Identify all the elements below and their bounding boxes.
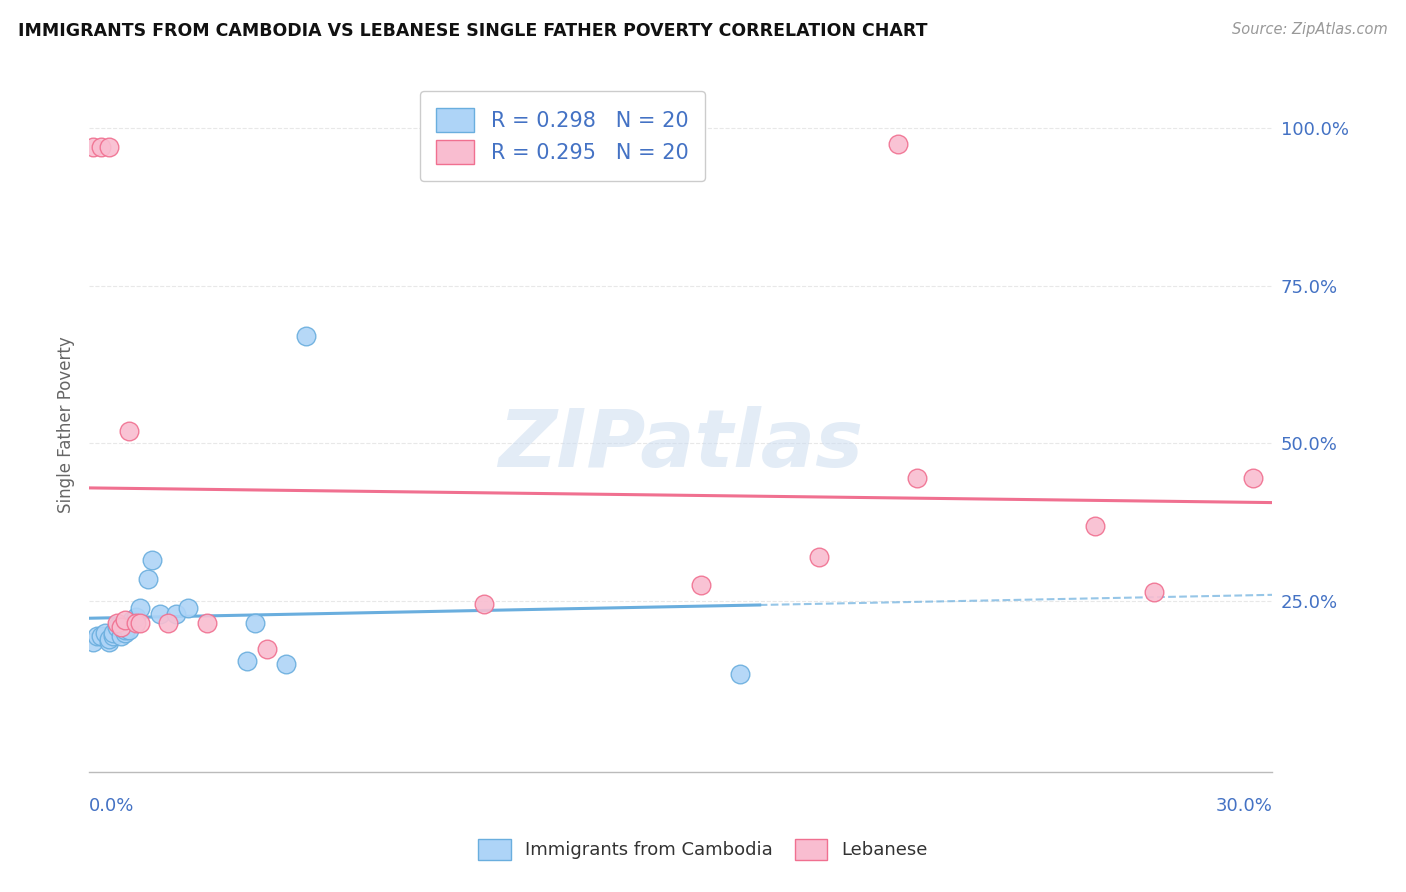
- Point: [236, 654, 259, 668]
- Point: [101, 625, 124, 640]
- Point: [105, 619, 128, 633]
- Point: [82, 140, 104, 154]
- Text: Source: ZipAtlas.com: Source: ZipAtlas.com: [1232, 22, 1388, 37]
- Legend: R = 0.298   N = 20, R = 0.295   N = 20: R = 0.298 N = 20, R = 0.295 N = 20: [420, 91, 704, 181]
- Text: IMMIGRANTS FROM CAMBODIA VS LEBANESE SINGLE FATHER POVERTY CORRELATION CHART: IMMIGRANTS FROM CAMBODIA VS LEBANESE SIN…: [18, 22, 928, 40]
- Point: [90, 629, 112, 643]
- Text: 30.0%: 30.0%: [1216, 797, 1272, 814]
- Point: [101, 629, 124, 643]
- Point: [129, 616, 152, 631]
- Point: [110, 619, 132, 633]
- Point: [197, 616, 219, 631]
- Point: [141, 553, 163, 567]
- Point: [276, 657, 298, 672]
- Point: [117, 623, 139, 637]
- Point: [689, 578, 711, 592]
- Point: [121, 613, 143, 627]
- Point: [94, 625, 117, 640]
- Point: [82, 635, 104, 649]
- Point: [807, 550, 830, 565]
- Point: [256, 641, 278, 656]
- Point: [1241, 471, 1264, 485]
- Point: [114, 623, 136, 637]
- Point: [114, 625, 136, 640]
- Text: ZIPatlas: ZIPatlas: [498, 407, 863, 484]
- Point: [472, 598, 495, 612]
- Y-axis label: Single Father Poverty: Single Father Poverty: [58, 336, 75, 513]
- Point: [90, 140, 112, 154]
- Point: [295, 329, 318, 343]
- Point: [110, 629, 132, 643]
- Point: [1143, 584, 1166, 599]
- Point: [125, 610, 148, 624]
- Point: [97, 632, 120, 647]
- Point: [156, 616, 179, 631]
- Point: [105, 616, 128, 631]
- Point: [97, 635, 120, 649]
- Text: 0.0%: 0.0%: [89, 797, 135, 814]
- Point: [176, 600, 198, 615]
- Point: [1084, 518, 1107, 533]
- Point: [165, 607, 187, 621]
- Point: [117, 424, 139, 438]
- Point: [728, 666, 751, 681]
- Point: [243, 616, 266, 631]
- Point: [149, 607, 172, 621]
- Point: [125, 616, 148, 631]
- Point: [86, 629, 108, 643]
- Point: [136, 572, 159, 586]
- Legend: Immigrants from Cambodia, Lebanese: Immigrants from Cambodia, Lebanese: [471, 831, 935, 867]
- Point: [887, 136, 910, 151]
- Point: [114, 613, 136, 627]
- Point: [129, 600, 152, 615]
- Point: [97, 140, 120, 154]
- Point: [907, 471, 929, 485]
